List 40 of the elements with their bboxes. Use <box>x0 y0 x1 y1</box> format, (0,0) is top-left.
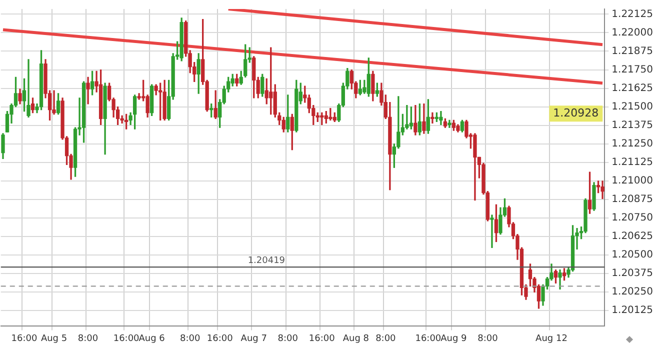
y-tick-label: 1.21750 <box>612 64 654 76</box>
x-tick-label: 8:00 <box>180 334 200 344</box>
y-tick-label: 1.20125 <box>612 305 654 316</box>
candlestick <box>430 112 434 124</box>
x-tick-label: Aug 5 <box>40 334 68 344</box>
annotation: 1.20928 <box>553 106 599 120</box>
x-tick-label: 8:00 <box>278 334 298 344</box>
y-tick-label: 1.22125 <box>612 8 654 20</box>
x-tick-label: 8:00 <box>78 334 98 344</box>
y-tick-label: 1.20625 <box>612 231 654 242</box>
y-tick-label: 1.20750 <box>612 212 654 224</box>
x-tick-label: 16:00 <box>113 334 140 344</box>
x-tick-label: 16:00 <box>308 334 336 344</box>
y-tick-label: 1.20875 <box>612 194 654 206</box>
y-tick-label: 1.21875 <box>612 46 654 57</box>
x-tick-label: Aug 7 <box>240 334 267 344</box>
candlestick <box>439 110 443 125</box>
candlestick <box>86 76 90 104</box>
candlestick <box>26 59 30 118</box>
y-tick-label: 1.21375 <box>612 120 654 131</box>
x-tick-label: 8:00 <box>376 334 396 344</box>
y-tick-label: 1.22000 <box>612 27 654 38</box>
candlestick <box>490 214 494 248</box>
y-tick-label: 1.21000 <box>612 176 654 187</box>
ref-line-label: 1.20419 <box>248 256 286 266</box>
x-tick-label: 16:00 <box>206 334 234 344</box>
x-tick-label: Aug 12 <box>536 334 568 344</box>
x-tick-label: Aug 8 <box>342 334 370 344</box>
x-tick-label: Aug 9 <box>440 334 468 344</box>
y-tick-label: 1.21250 <box>612 138 654 150</box>
y-tick-label: 1.20500 <box>612 250 654 261</box>
x-tick-label: 16:00 <box>415 334 442 344</box>
x-tick-label: 8:00 <box>478 334 498 344</box>
y-tick-label: 1.20375 <box>612 268 654 280</box>
y-tick-label: 1.21500 <box>612 101 654 112</box>
x-tick-label: 16:00 <box>11 334 38 344</box>
y-tick-label: 1.20250 <box>612 286 654 298</box>
y-tick-label: 1.21625 <box>612 82 654 94</box>
x-tick-label: Aug 6 <box>138 334 166 344</box>
y-tick-label: 1.21125 <box>612 157 654 168</box>
